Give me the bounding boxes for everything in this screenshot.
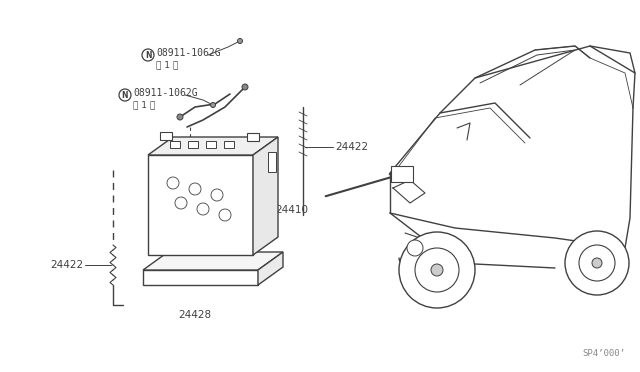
Text: 24420: 24420 (217, 137, 250, 147)
Circle shape (415, 248, 459, 292)
Bar (148, 155, 253, 255)
Text: 〈 1 〉: 〈 1 〉 (133, 100, 156, 109)
Text: 24422: 24422 (50, 260, 83, 270)
Circle shape (177, 114, 183, 120)
Polygon shape (258, 252, 283, 285)
Text: 24422: 24422 (335, 142, 368, 152)
Circle shape (565, 231, 629, 295)
Bar (188, 141, 198, 148)
Text: 24428: 24428 (179, 310, 212, 320)
Bar (206, 141, 216, 148)
Bar (268, 152, 276, 172)
Text: 24410: 24410 (275, 205, 308, 215)
Circle shape (219, 209, 231, 221)
Circle shape (579, 245, 615, 281)
Circle shape (407, 240, 423, 256)
Text: 〈 1 〉: 〈 1 〉 (156, 61, 179, 70)
Polygon shape (253, 137, 278, 255)
Bar (391, 166, 413, 182)
Circle shape (399, 232, 475, 308)
Bar (247, 133, 259, 141)
Circle shape (142, 49, 154, 61)
Circle shape (211, 189, 223, 201)
Circle shape (119, 89, 131, 101)
Circle shape (237, 38, 243, 44)
Text: N: N (122, 90, 128, 99)
Circle shape (189, 183, 201, 195)
Circle shape (167, 177, 179, 189)
Circle shape (431, 264, 443, 276)
Bar (143, 270, 258, 285)
Circle shape (197, 203, 209, 215)
Circle shape (175, 197, 187, 209)
Circle shape (211, 103, 216, 108)
Text: 08911-1062G: 08911-1062G (133, 88, 198, 98)
Text: SP4’000’: SP4’000’ (582, 349, 625, 358)
Polygon shape (143, 252, 283, 270)
Circle shape (592, 258, 602, 268)
Bar (160, 132, 172, 140)
Circle shape (242, 84, 248, 90)
Bar (170, 141, 180, 148)
Bar (224, 141, 234, 148)
Text: 08911-1062G: 08911-1062G (156, 48, 221, 58)
Polygon shape (148, 137, 278, 155)
Text: N: N (145, 51, 151, 60)
